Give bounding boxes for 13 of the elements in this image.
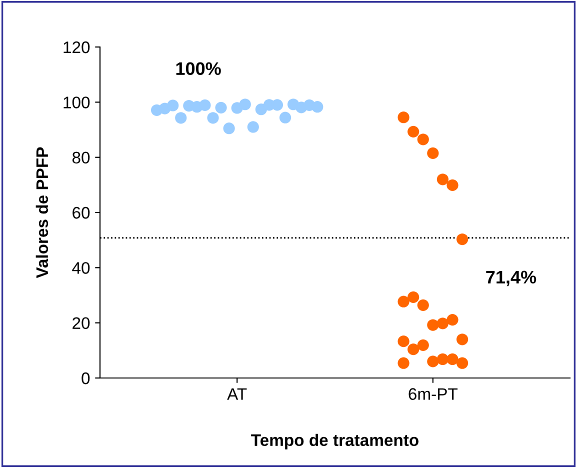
y-axis-title: Valores de PPFP bbox=[36, 147, 48, 278]
y-tick-label: 20 bbox=[72, 317, 90, 330]
x-axis-title: Tempo de tratamento bbox=[251, 434, 418, 450]
y-tick-label: 0 bbox=[82, 372, 90, 384]
y-tick-label: 80 bbox=[72, 152, 90, 164]
y-tick-label: 100 bbox=[64, 96, 90, 108]
y-tick-label: 120 bbox=[64, 41, 90, 54]
annotation: 100% bbox=[176, 62, 221, 76]
annotation: 71,4% bbox=[486, 270, 536, 286]
y-tick-label: 40 bbox=[72, 262, 90, 274]
x-tick-label: AT bbox=[227, 388, 247, 400]
x-tick-label: 6m-PT bbox=[408, 388, 458, 400]
y-tick-label: 60 bbox=[72, 206, 90, 219]
